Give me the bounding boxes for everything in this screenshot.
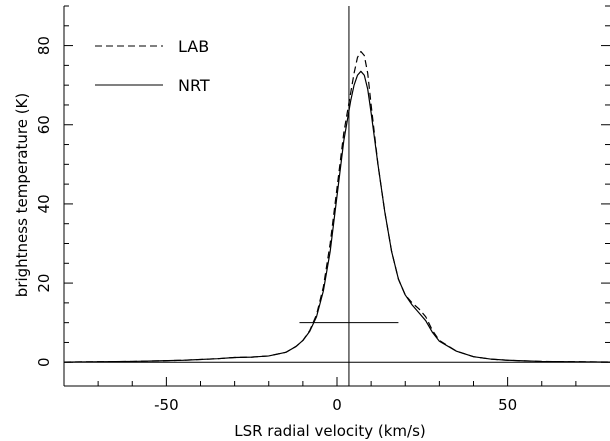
legend: LAB NRT (95, 37, 210, 95)
x-axis-label: LSR radial velocity (km/s) (234, 422, 426, 440)
x-tick-label: 50 (498, 396, 517, 414)
series-line-nrt (63, 70, 610, 363)
series-line-lab (63, 50, 610, 363)
y-tick-label: 0 (35, 357, 53, 367)
y-tick-label: 80 (35, 36, 53, 55)
series-lines (63, 50, 610, 363)
legend-label-nrt: NRT (178, 76, 210, 95)
x-tick-label: -50 (154, 396, 179, 414)
y-tick-label: 20 (35, 274, 53, 293)
y-tick-label: 40 (35, 194, 53, 213)
reference-lines (64, 6, 610, 386)
y-tick-label: 60 (35, 115, 53, 134)
tick-labels: -50 0 50 0 20 40 60 80 (35, 36, 517, 414)
x-tick-label: 0 (332, 396, 342, 414)
y-axis-label: brightness temperature (K) (13, 93, 31, 298)
legend-label-lab: LAB (178, 37, 209, 56)
